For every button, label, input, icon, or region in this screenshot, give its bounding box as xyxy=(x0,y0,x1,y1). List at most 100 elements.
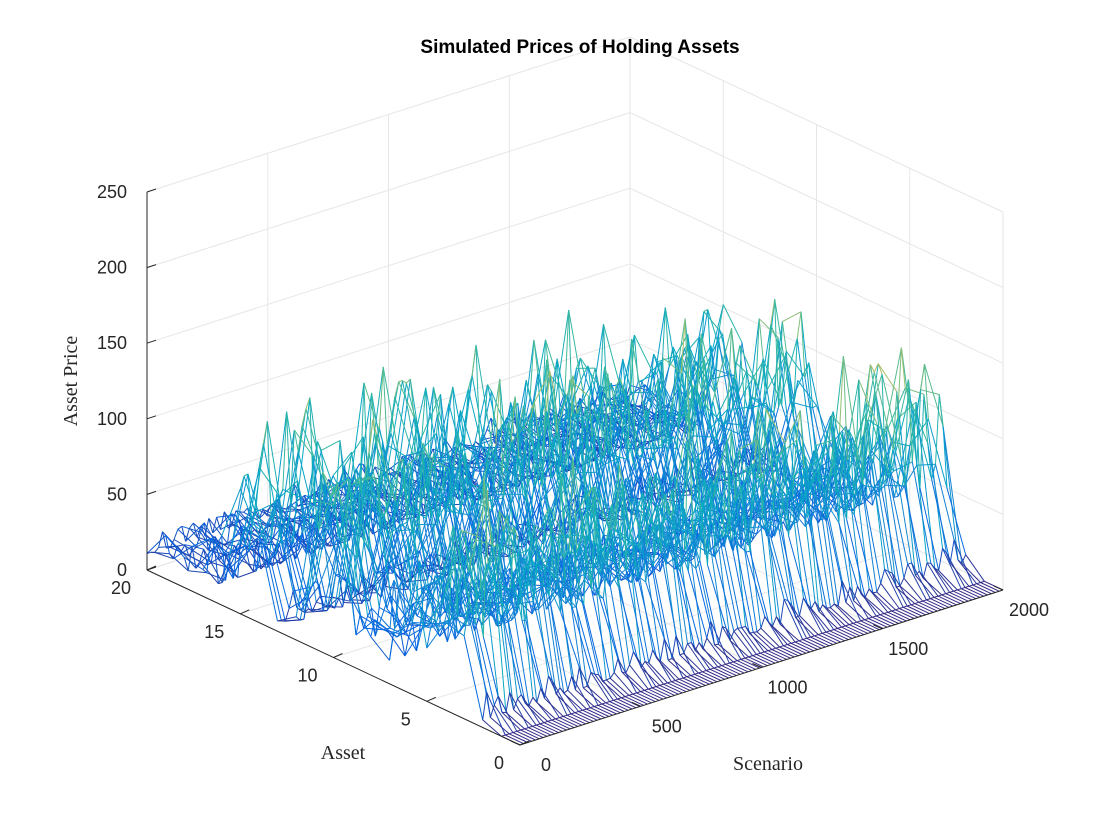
mesh-line xyxy=(859,435,864,507)
mesh-edge xyxy=(582,709,602,720)
mesh-edge xyxy=(667,659,688,678)
mesh-line xyxy=(702,637,708,650)
mesh-edge xyxy=(408,624,428,637)
mesh-line xyxy=(371,608,376,637)
mesh-line xyxy=(293,480,298,543)
mesh-edge xyxy=(716,378,736,418)
mesh-edge xyxy=(467,389,488,467)
mesh-edge xyxy=(854,460,875,496)
mesh-line xyxy=(615,457,620,465)
mesh-line xyxy=(850,436,855,515)
mesh-line xyxy=(783,598,789,602)
mesh-line xyxy=(394,381,400,398)
mesh-line xyxy=(515,552,521,587)
mesh-edge xyxy=(576,496,596,552)
mesh-line xyxy=(738,424,744,435)
mesh-line xyxy=(900,456,905,487)
mesh-edge xyxy=(753,464,773,627)
mesh-line xyxy=(647,572,653,577)
mesh-line xyxy=(761,477,766,527)
mesh-edge xyxy=(318,535,339,586)
mesh-line xyxy=(792,338,798,417)
mesh-edge xyxy=(546,583,567,605)
mesh-edge xyxy=(181,525,201,533)
mesh-line xyxy=(177,525,183,530)
mesh-line xyxy=(297,425,303,452)
mesh-edge xyxy=(915,575,935,598)
mesh-line xyxy=(595,542,601,553)
mesh-line xyxy=(949,539,955,563)
mesh-line xyxy=(413,424,418,457)
mesh-edge xyxy=(671,681,691,691)
mesh-line xyxy=(506,515,512,559)
mesh-line xyxy=(183,557,189,571)
mesh-line xyxy=(468,502,474,515)
mesh-line xyxy=(804,362,810,378)
mesh-line xyxy=(710,484,716,557)
mesh-line xyxy=(512,730,517,733)
mesh-edge xyxy=(795,617,815,637)
mesh-edge xyxy=(251,522,271,539)
mesh-line xyxy=(570,712,575,715)
mesh-edge xyxy=(879,614,899,624)
mesh-edge xyxy=(818,611,838,629)
mesh-edge xyxy=(729,640,749,658)
mesh-edge xyxy=(289,541,309,610)
mesh-line xyxy=(584,395,589,487)
mesh-edge xyxy=(682,677,702,688)
mesh-edge xyxy=(638,361,659,421)
mesh-edge xyxy=(509,589,530,706)
mesh-edge xyxy=(466,466,486,469)
mesh-line xyxy=(437,604,443,632)
mesh-edge xyxy=(562,715,583,726)
mesh-line xyxy=(231,510,237,525)
mesh-edge xyxy=(914,603,934,613)
mesh-line xyxy=(663,638,669,661)
mesh-line xyxy=(513,527,519,541)
mesh-edge xyxy=(825,631,845,642)
mesh-line xyxy=(657,361,662,381)
mesh-line xyxy=(463,612,469,636)
mesh-line xyxy=(625,664,630,674)
mesh-edge xyxy=(884,569,904,608)
mesh-edge xyxy=(733,630,753,656)
mesh-line xyxy=(502,612,507,616)
mesh-edge xyxy=(431,549,452,599)
mesh-edge xyxy=(475,441,495,459)
mesh-line xyxy=(877,363,883,375)
mesh-edge xyxy=(348,478,369,617)
mesh-edge xyxy=(800,311,821,494)
mesh-line xyxy=(192,522,198,538)
mesh-line xyxy=(846,436,851,520)
mesh-line xyxy=(529,525,535,556)
mesh-edge xyxy=(449,612,469,621)
mesh-line xyxy=(660,494,666,553)
mesh-edge xyxy=(703,359,724,483)
mesh-edge xyxy=(660,660,680,680)
mesh-edge xyxy=(638,378,659,445)
mesh-edge xyxy=(667,682,687,693)
mesh-line xyxy=(652,504,658,567)
mesh-line xyxy=(808,362,814,408)
mesh-line xyxy=(468,486,474,503)
mesh-line xyxy=(549,371,555,390)
mesh-line xyxy=(580,404,586,487)
mesh-edge xyxy=(543,722,563,732)
mesh-edge xyxy=(258,534,278,622)
mesh-edge xyxy=(460,410,480,470)
mesh-line xyxy=(323,610,328,612)
mesh-line xyxy=(799,597,804,616)
mesh-edge xyxy=(625,672,645,691)
mesh-edge xyxy=(721,512,742,549)
mesh-line xyxy=(823,449,828,493)
mesh-edge xyxy=(782,311,802,323)
mesh-edge xyxy=(437,612,458,632)
mesh-edge xyxy=(563,399,584,492)
mesh-line xyxy=(707,484,712,565)
mesh-line xyxy=(476,487,481,518)
mesh-edge xyxy=(655,686,675,696)
mesh-edge xyxy=(442,577,462,629)
mesh-line xyxy=(267,557,273,568)
mesh-line xyxy=(289,541,294,543)
mesh-edge xyxy=(629,664,649,690)
